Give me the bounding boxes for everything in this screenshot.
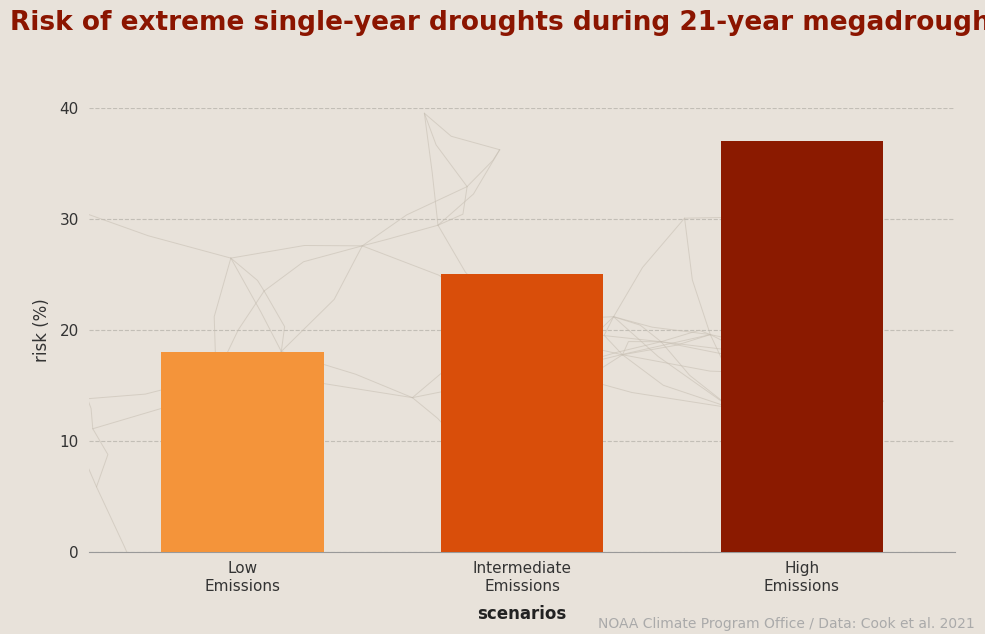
Text: NOAA Climate Program Office / Data: Cook et al. 2021: NOAA Climate Program Office / Data: Cook… bbox=[599, 617, 975, 631]
Bar bbox=[441, 274, 603, 552]
Bar bbox=[721, 141, 883, 552]
X-axis label: scenarios: scenarios bbox=[478, 605, 566, 623]
Y-axis label: risk (%): risk (%) bbox=[33, 298, 51, 361]
Text: Risk of extreme single-year droughts during 21-year megadrought events: Risk of extreme single-year droughts dur… bbox=[10, 10, 985, 36]
Bar bbox=[162, 352, 323, 552]
